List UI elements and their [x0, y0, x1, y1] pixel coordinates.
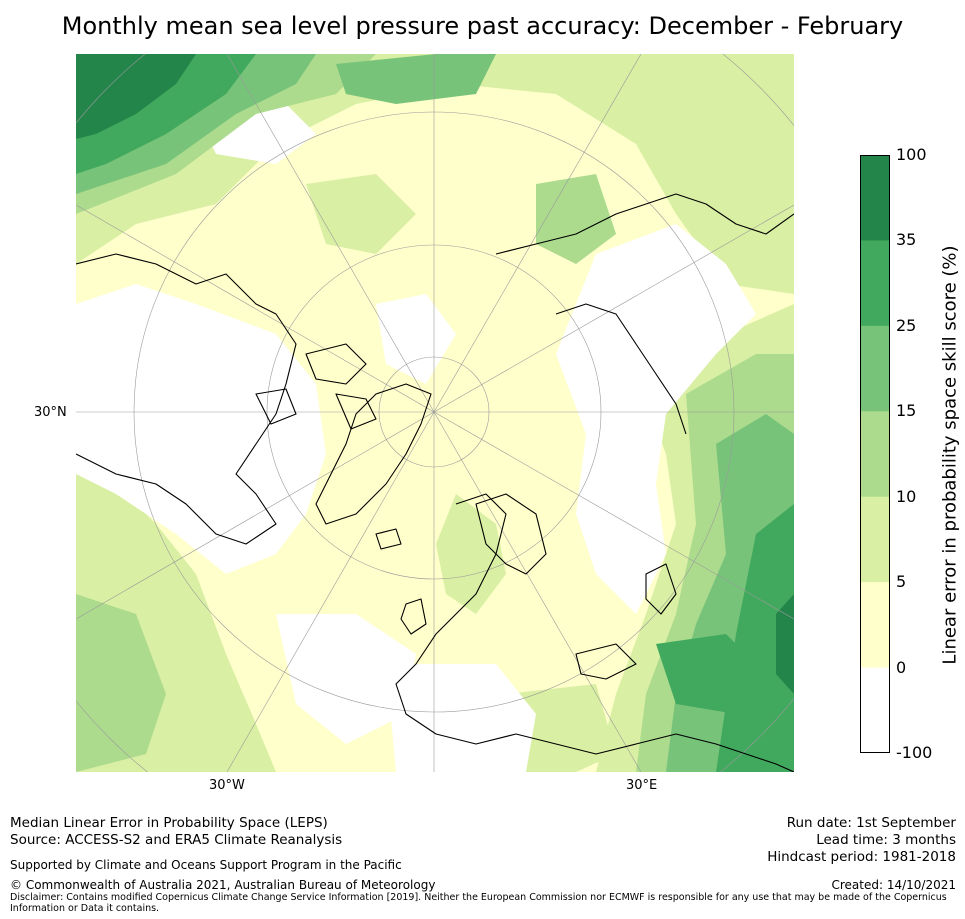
footer-copyright: © Commonwealth of Australia 2021, Austra… — [10, 878, 436, 892]
north-america-coast — [76, 253, 297, 545]
footer-disclaimer-1: Disclaimer: Contains modified Copernicus… — [10, 892, 947, 903]
scandinavia-coast — [475, 493, 547, 575]
black-sea-coast — [575, 643, 637, 680]
colorbar-segment — [860, 411, 890, 498]
colorbar-segment — [860, 496, 890, 583]
colorbar-segment — [860, 582, 890, 669]
skill-band-25-35 — [76, 54, 794, 772]
created-date: Created: 14/10/2021 — [831, 878, 956, 892]
caspian-coast — [645, 563, 677, 615]
colorbar-tick-label: 5 — [896, 572, 907, 592]
lon-label-30e: 30°E — [626, 778, 658, 793]
skill-band-35-100 — [76, 54, 794, 694]
footer-support: Supported by Climate and Oceans Support … — [10, 858, 402, 872]
run-date: Run date: 1st September — [786, 815, 956, 831]
colorbar-tick-label: 25 — [896, 315, 917, 335]
uk-coast — [400, 598, 427, 635]
colorbar-segment — [860, 667, 890, 753]
siberia-coast — [555, 303, 687, 435]
lead-time: Lead time: 3 months — [816, 832, 956, 848]
colorbar-tick-label: 10 — [896, 486, 917, 506]
coastlines — [76, 193, 794, 772]
colorbar — [860, 155, 890, 753]
polar-skill-map — [76, 54, 794, 772]
footer-source: Source: ACCESS-S2 and ERA5 Climate Reana… — [10, 832, 343, 848]
colorbar-title: Linear error in probability space skill … — [939, 245, 961, 665]
footer-leps: Median Linear Error in Probability Space… — [10, 815, 328, 831]
skill-band-neg — [76, 94, 756, 772]
footer-disclaimer-2: Information or Data it contains. — [10, 903, 160, 914]
hindcast-period: Hindcast period: 1981-2018 — [767, 849, 956, 865]
colorbar-segment — [860, 325, 890, 412]
canadian-archipelago — [255, 343, 377, 430]
colorbar-tick-label: 100 — [896, 145, 927, 164]
colorbar-segment — [860, 155, 890, 241]
europe-coast — [395, 493, 794, 772]
graticule — [76, 54, 794, 772]
colorbar-tick-label: 15 — [896, 401, 917, 421]
chart-title: Monthly mean sea level pressure past acc… — [61, 12, 904, 40]
colorbar-segment — [860, 240, 890, 327]
colorbar-tick-label: 0 — [896, 657, 907, 677]
colorbar-tick-label: -100 — [896, 743, 933, 762]
lon-label-30w: 30°W — [209, 778, 245, 793]
lat-label-30n: 30°N — [34, 405, 67, 420]
colorbar-tick-label: 35 — [896, 230, 917, 250]
greenland-coast — [315, 383, 432, 525]
asia-coast — [495, 193, 794, 255]
iceland-coast — [375, 528, 402, 550]
